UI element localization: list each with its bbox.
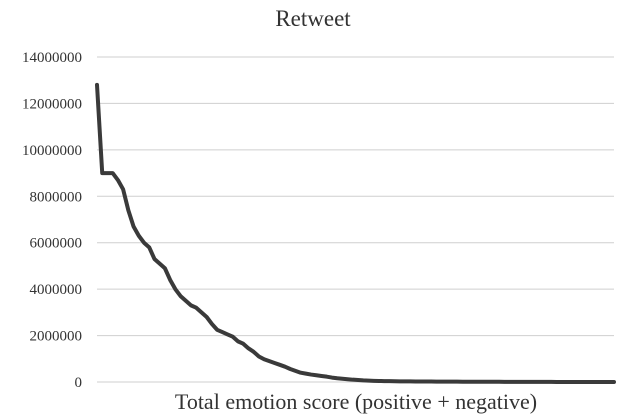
y-tick-label: 14000000 (22, 50, 82, 66)
y-tick-label: 2000000 (30, 329, 83, 345)
chart-title: Retweet (275, 6, 351, 31)
y-tick-label: 12000000 (22, 96, 82, 112)
y-tick-label: 4000000 (30, 282, 83, 298)
y-axis-tick-labels: 0 2000000 4000000 6000000 8000000 10000000 120… (22, 50, 82, 391)
y-tick-label: 6000000 (30, 236, 83, 252)
series-lines (95, 82, 616, 384)
gridlines (97, 56, 614, 383)
y-tick-label: 0 (75, 375, 83, 391)
y-tick-label: 8000000 (30, 189, 83, 205)
x-axis-label: Total emotion score (positive + negative… (175, 389, 537, 414)
y-tick-label: 10000000 (22, 143, 82, 159)
series-line (95, 82, 616, 384)
